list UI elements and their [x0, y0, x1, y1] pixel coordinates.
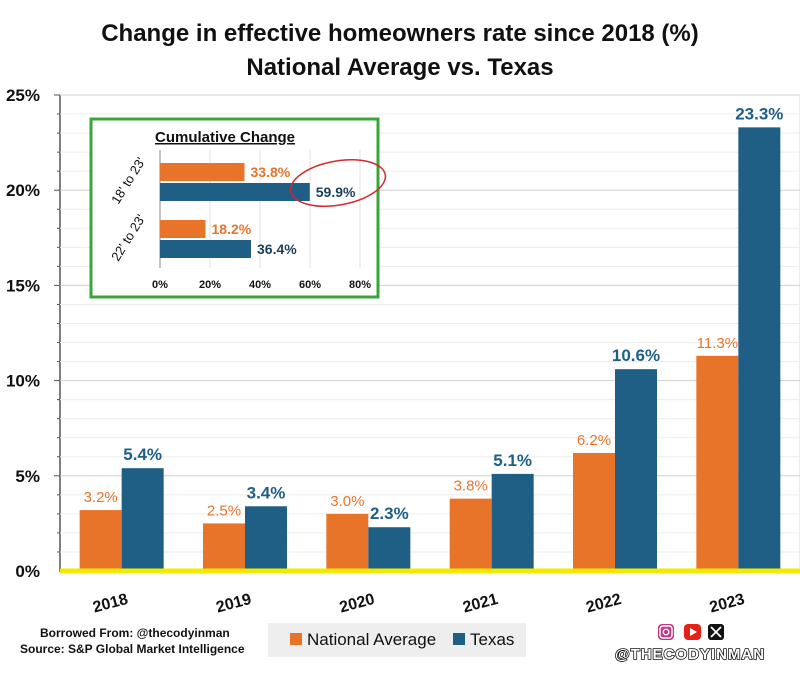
data-label-national: 6.2% — [577, 432, 611, 449]
bar-texas — [615, 369, 657, 571]
bar-national-average — [79, 510, 122, 571]
legend-swatch-national — [290, 633, 302, 645]
bar-texas — [368, 527, 411, 571]
data-label-national: 3.0% — [330, 493, 364, 510]
bar-national-average — [573, 452, 615, 571]
x-tick-label: 2023 — [708, 591, 747, 617]
legend: National Average Texas — [268, 623, 526, 657]
inset-tick-label: 60% — [299, 279, 321, 291]
inset-tick-labels: 0% 20% 40% 60% 80% — [152, 279, 371, 291]
data-label-texas: 5.1% — [493, 451, 532, 470]
x-tick-label: 2018 — [91, 591, 130, 617]
x-tick-label: 2022 — [584, 591, 623, 617]
x-icon[interactable] — [708, 624, 724, 640]
gridlines — [54, 94, 800, 553]
inset-label-national: 18.2% — [212, 221, 252, 237]
bar-national-average — [326, 513, 369, 571]
legend-swatch-texas — [453, 633, 465, 645]
source-text: Source: S&P Global Market Intelligence — [20, 642, 245, 656]
x-tick-label: 2019 — [214, 591, 253, 617]
inset-border — [89, 117, 380, 299]
legend-label-texas: Texas — [470, 630, 514, 649]
legend-background — [268, 623, 526, 657]
inset-bar-national — [160, 220, 206, 238]
data-label-texas: 23.3% — [735, 104, 783, 123]
inset-tick-label: 0% — [152, 279, 168, 291]
y-tick-label: 5% — [15, 467, 40, 486]
y-tick-label: 15% — [6, 276, 40, 295]
x-tick-label: 2020 — [338, 591, 377, 617]
bar-national-average — [449, 498, 492, 571]
bar-national-average — [203, 523, 245, 571]
bar-texas — [738, 127, 781, 572]
data-label-texas: 10.6% — [612, 346, 660, 365]
y-tick-label: 25% — [6, 86, 40, 105]
bar-national-average — [696, 355, 739, 571]
inset-bar-national — [160, 163, 245, 181]
inset-bar-texas — [160, 240, 251, 258]
y-tick-label: 0% — [15, 562, 40, 581]
inset-tick-label: 40% — [249, 279, 271, 291]
y-tick-labels: 0% 5% 10% 15% 20% 25% — [6, 86, 40, 581]
x-tick-label: 2021 — [461, 591, 500, 617]
inset-label-texas: 36.4% — [257, 241, 297, 257]
inset-label-texas: 59.9% — [316, 184, 356, 200]
bar-texas — [491, 473, 534, 571]
inset-bar-texas — [160, 183, 310, 201]
borrowed-from-text: Borrowed From: @thecodyinman — [40, 626, 230, 640]
data-label-national: 3.8% — [454, 478, 488, 495]
inset-chart: Cumulative Change 33.8% 59.9% 18.2% 36.4% 0… — [89, 117, 387, 299]
data-label-texas: 5.4% — [123, 445, 162, 464]
inset-tick-label: 80% — [349, 279, 371, 291]
bar-texas — [245, 506, 287, 571]
inset-bars: 33.8% 59.9% 18.2% 36.4% — [160, 163, 356, 258]
chart-subtitle: National Average vs. Texas — [246, 54, 553, 81]
y-tick-label: 10% — [6, 372, 40, 391]
data-label-national: 3.2% — [84, 489, 118, 506]
inset-label-national: 33.8% — [251, 164, 291, 180]
highlight-circle — [289, 159, 387, 207]
bar-labels: 3.2% 5.4% 2.5% 3.4% 3.0% 2.3% 3.8% 5.1% 6.2% 10.6… — [84, 104, 784, 523]
social-handle: @THECODYINMAN — [615, 646, 765, 663]
youtube-icon[interactable] — [684, 624, 701, 640]
legend-label-national: National Average — [307, 630, 436, 649]
data-label-texas: 3.4% — [247, 483, 286, 502]
inset-tick-label: 20% — [199, 279, 221, 291]
bar-texas — [121, 468, 164, 571]
inset-title: Cumulative Change — [155, 129, 295, 146]
chart-title: Change in effective homeowners rate sinc… — [101, 20, 699, 47]
x-tick-labels: 2018 2019 2020 2021 2022 2023 — [91, 591, 747, 617]
data-label-national: 11.3% — [697, 335, 738, 352]
instagram-icon[interactable] — [658, 624, 674, 640]
bars — [79, 127, 781, 572]
y-tick-label: 20% — [6, 181, 40, 200]
data-label-national: 2.5% — [207, 502, 241, 519]
data-label-texas: 2.3% — [370, 504, 409, 523]
